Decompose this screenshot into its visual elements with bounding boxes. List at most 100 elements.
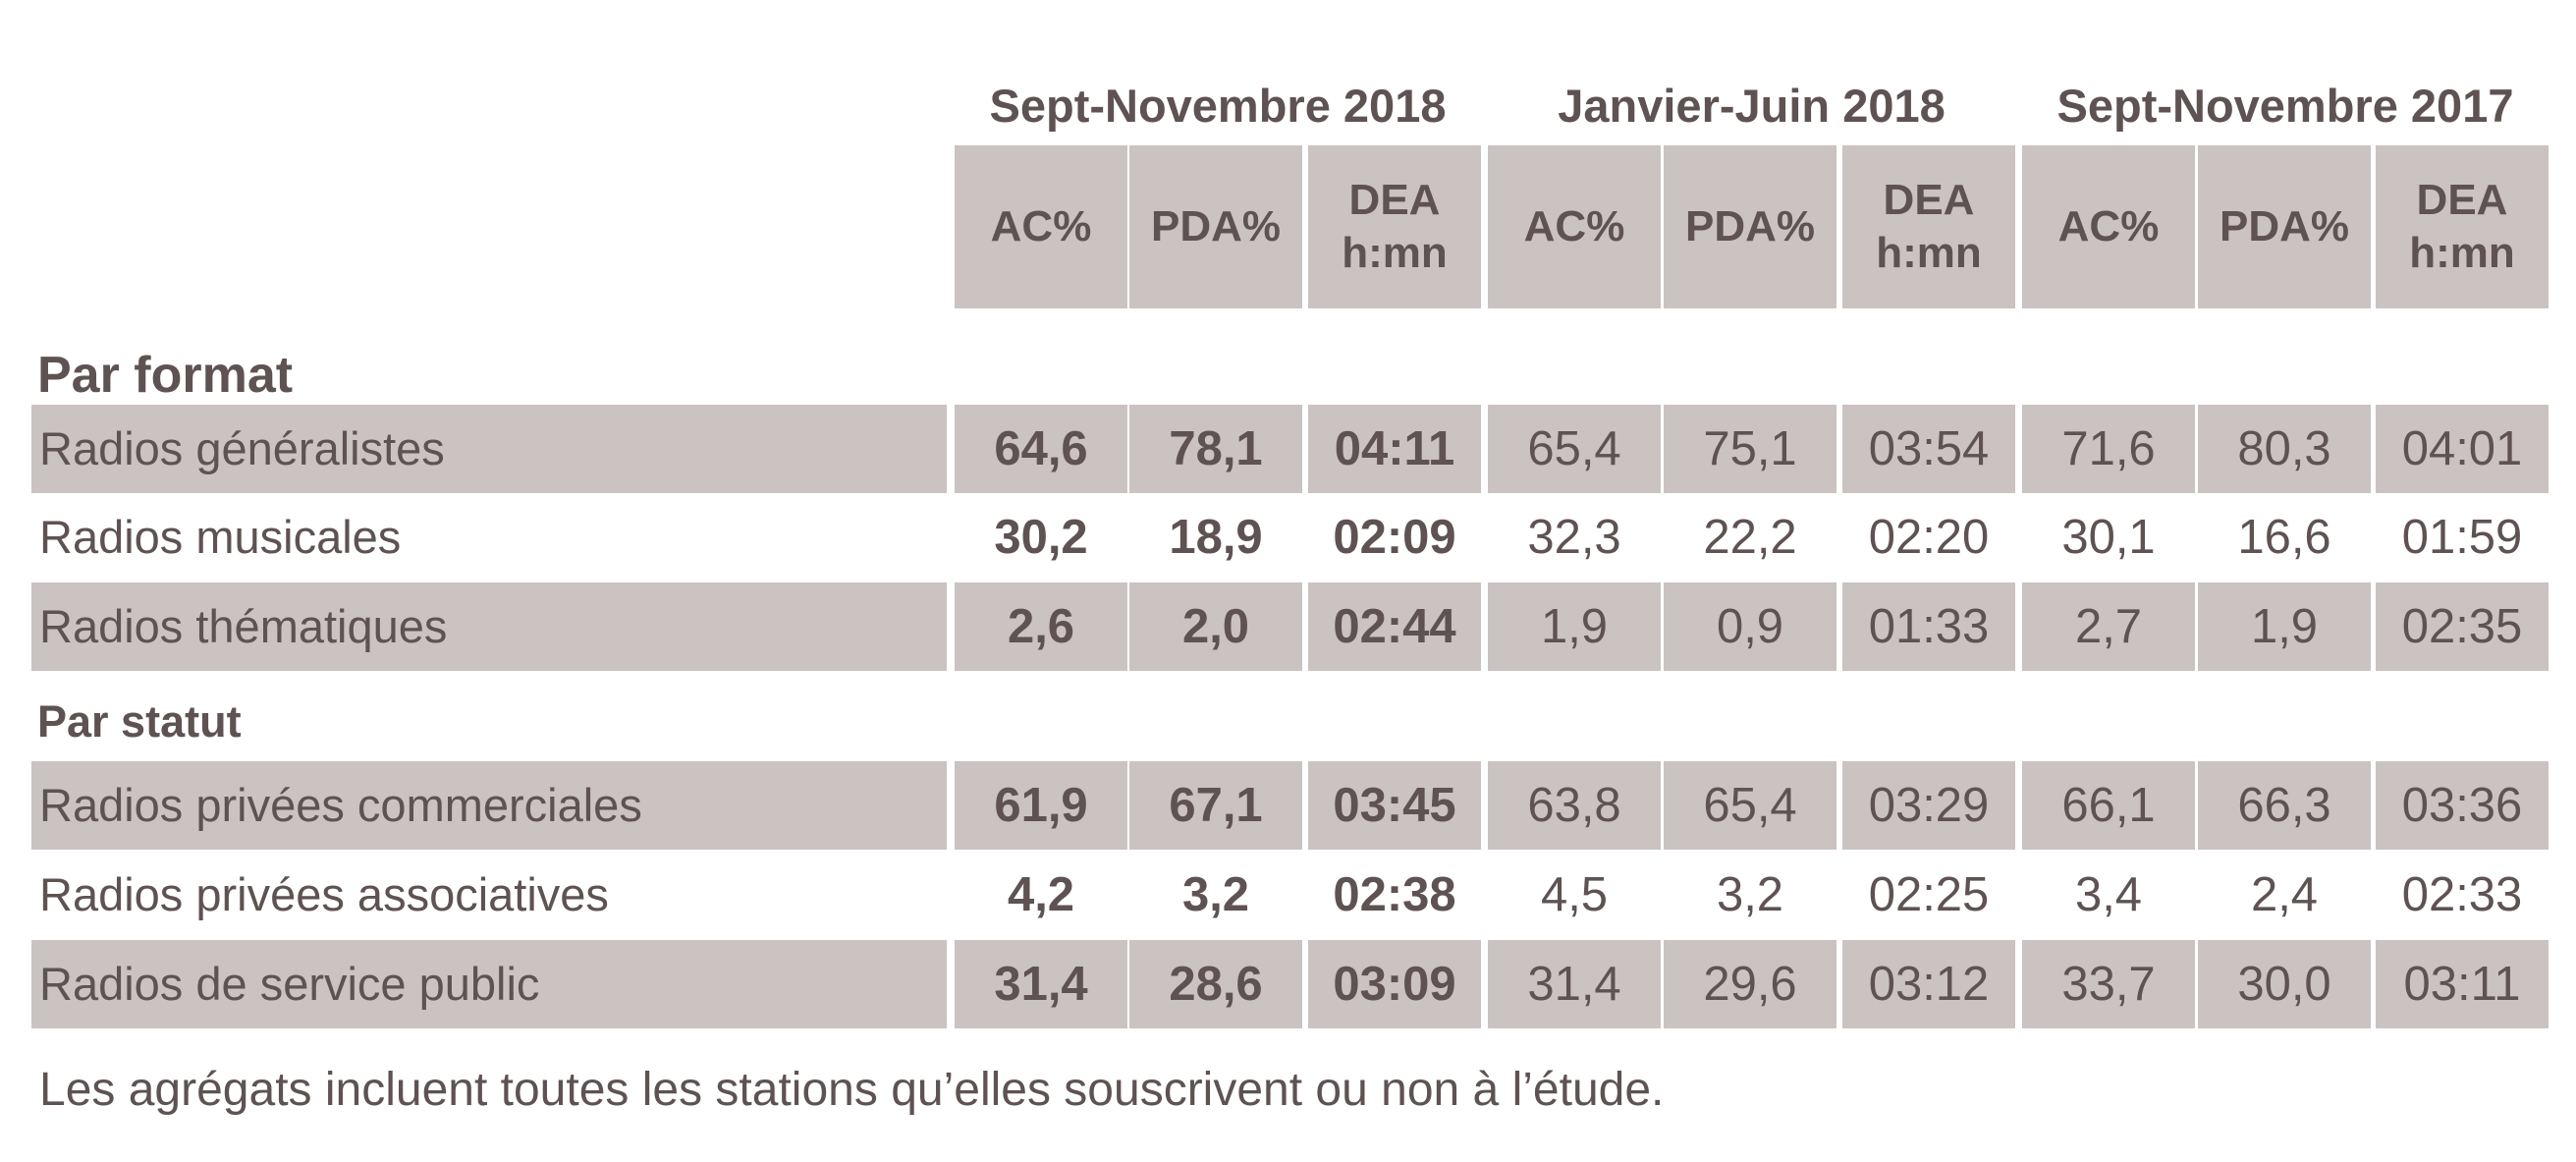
cell-shading: [1842, 761, 2015, 850]
cell-shading: [2198, 582, 2371, 671]
table-cell: 2,6: [1007, 600, 1075, 653]
table-cell: 02:38: [1333, 868, 1456, 921]
table-cell: 03:29: [1868, 779, 1990, 832]
period-group-title: Janvier-Juin 2018: [1558, 80, 1946, 132]
section-title: Par statut: [37, 696, 242, 747]
period-group-title: Sept-Novembre 2017: [2056, 80, 2514, 132]
cell-shading: [1308, 940, 1481, 1028]
table-cell: 28,6: [1169, 958, 1263, 1011]
table-cell: 02:25: [1868, 868, 1990, 921]
table-cell: 66,3: [2237, 779, 2331, 832]
cell-shading: [2376, 405, 2549, 493]
cell-shading: [955, 940, 1127, 1028]
cell-shading: [1129, 940, 1302, 1028]
column-header: AC%: [1488, 145, 1661, 308]
column-header: PDA%: [1664, 145, 1836, 308]
table-cell: 02:20: [1868, 511, 1990, 564]
cell-shading: [955, 405, 1127, 493]
section-title: Par format: [37, 347, 294, 404]
period-group-title: Sept-Novembre 2018: [989, 80, 1447, 132]
table-cell: 01:59: [2401, 511, 2523, 564]
table-cell: 2,7: [2074, 600, 2143, 653]
cell-shading: [2198, 405, 2371, 493]
column-header: DEA h:mn: [1308, 145, 1481, 308]
table-cell: 2,4: [2250, 868, 2319, 921]
table-cell: 65,4: [1527, 422, 1621, 475]
cell-shading: [1129, 582, 1302, 671]
cell-shading: [1664, 405, 1836, 493]
table-cell: 16,6: [2237, 511, 2331, 564]
cell-shading: [2022, 582, 2195, 671]
cell-shading: [1308, 761, 1481, 850]
row-label: Radios de service public: [39, 958, 540, 1010]
row-shading: [31, 582, 947, 671]
table-cell: 1,9: [2250, 600, 2319, 653]
table-cell: 3,4: [2074, 868, 2143, 921]
table-cell: 78,1: [1169, 422, 1263, 475]
cell-shading: [1488, 582, 1661, 671]
table-cell: 18,9: [1169, 511, 1263, 564]
table-cell: 29,6: [1703, 958, 1797, 1011]
table-cell: 65,4: [1703, 779, 1797, 832]
table-cell: 02:33: [2401, 868, 2523, 921]
table-cell: 04:11: [1334, 422, 1455, 475]
column-header: DEA h:mn: [2376, 145, 2549, 308]
table-cell: 02:44: [1333, 600, 1456, 653]
table-cell: 3,2: [1181, 868, 1250, 921]
row-shading: [31, 761, 947, 850]
cell-shading: [2376, 761, 2549, 850]
cell-shading: [1129, 761, 1302, 850]
column-header: DEA h:mn: [1842, 145, 2015, 308]
row-label: Radios privées commerciales: [39, 779, 642, 831]
cell-shading: [1308, 582, 1481, 671]
table-cell: 22,2: [1703, 511, 1797, 564]
table-cell: 61,9: [994, 779, 1088, 832]
column-header: AC%: [955, 145, 1127, 308]
table-cell: 02:35: [2401, 600, 2523, 653]
table-cell: 03:45: [1333, 779, 1456, 832]
table-cell: 01:33: [1868, 600, 1990, 653]
column-header: AC%: [2022, 145, 2195, 308]
table-cell: 30,1: [2061, 511, 2156, 564]
row-label: Radios thématiques: [39, 600, 448, 652]
cell-shading: [2376, 582, 2549, 671]
cell-shading: [2198, 761, 2371, 850]
cell-shading: [1664, 761, 1836, 850]
cell-shading: [1664, 940, 1836, 1028]
table-cell: 64,6: [994, 422, 1088, 475]
table-cell: 03:12: [1868, 958, 1990, 1011]
table-cell: 31,4: [994, 958, 1088, 1011]
table-cell: 3,2: [1716, 868, 1784, 921]
row-shading: [31, 940, 947, 1028]
table-cell: 02:09: [1333, 511, 1456, 564]
row-label: Radios musicales: [39, 511, 402, 563]
cell-shading: [1842, 582, 2015, 671]
table-cell: 03:11: [2403, 958, 2521, 1011]
row-label: Radios généralistes: [39, 422, 445, 474]
table-cell: 2,0: [1181, 600, 1250, 653]
cell-shading: [2022, 405, 2195, 493]
table-cell: 75,1: [1703, 422, 1797, 475]
column-header: PDA%: [1129, 145, 1302, 308]
table-cell: 03:54: [1868, 422, 1990, 475]
cell-shading: [955, 582, 1127, 671]
table-cell: 30,0: [2237, 958, 2331, 1011]
cell-shading: [955, 761, 1127, 850]
table-cell: 63,8: [1527, 779, 1621, 832]
table-cell: 80,3: [2237, 422, 2331, 475]
cell-shading: [1842, 405, 2015, 493]
cell-shading: [1488, 405, 1661, 493]
table-cell: 67,1: [1169, 779, 1263, 832]
column-header: PDA%: [2198, 145, 2371, 308]
table-cell: 66,1: [2061, 779, 2156, 832]
cell-shading: [2022, 761, 2195, 850]
footnote: Les agrégats incluent toutes les station…: [39, 1064, 1665, 1116]
table-cell: 1,9: [1540, 600, 1609, 653]
table-cell: 31,4: [1527, 958, 1621, 1011]
cell-shading: [1664, 582, 1836, 671]
cell-shading: [1842, 940, 2015, 1028]
cell-shading: [1308, 405, 1481, 493]
row-shading: [31, 405, 947, 493]
table-cell: 4,5: [1540, 868, 1609, 921]
